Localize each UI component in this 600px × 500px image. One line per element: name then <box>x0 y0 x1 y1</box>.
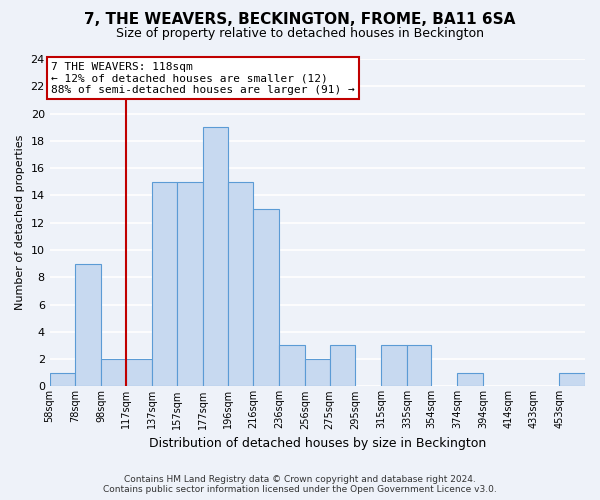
Text: Size of property relative to detached houses in Beckington: Size of property relative to detached ho… <box>116 28 484 40</box>
Bar <box>50 372 76 386</box>
Bar <box>559 372 585 386</box>
Bar <box>305 359 329 386</box>
Text: 7 THE WEAVERS: 118sqm
← 12% of detached houses are smaller (12)
88% of semi-deta: 7 THE WEAVERS: 118sqm ← 12% of detached … <box>51 62 355 95</box>
Bar <box>407 346 431 387</box>
Bar <box>152 182 178 386</box>
Bar <box>227 182 253 386</box>
Text: Contains HM Land Registry data © Crown copyright and database right 2024.
Contai: Contains HM Land Registry data © Crown c… <box>103 474 497 494</box>
Bar <box>178 182 203 386</box>
Bar <box>457 372 483 386</box>
Bar <box>253 209 279 386</box>
Bar <box>126 359 152 386</box>
Y-axis label: Number of detached properties: Number of detached properties <box>15 135 25 310</box>
Bar <box>381 346 407 387</box>
Bar <box>101 359 126 386</box>
Text: 7, THE WEAVERS, BECKINGTON, FROME, BA11 6SA: 7, THE WEAVERS, BECKINGTON, FROME, BA11 … <box>85 12 515 28</box>
Bar <box>203 127 227 386</box>
Bar <box>279 346 305 387</box>
X-axis label: Distribution of detached houses by size in Beckington: Distribution of detached houses by size … <box>149 437 486 450</box>
Bar <box>76 264 101 386</box>
Bar <box>329 346 355 387</box>
